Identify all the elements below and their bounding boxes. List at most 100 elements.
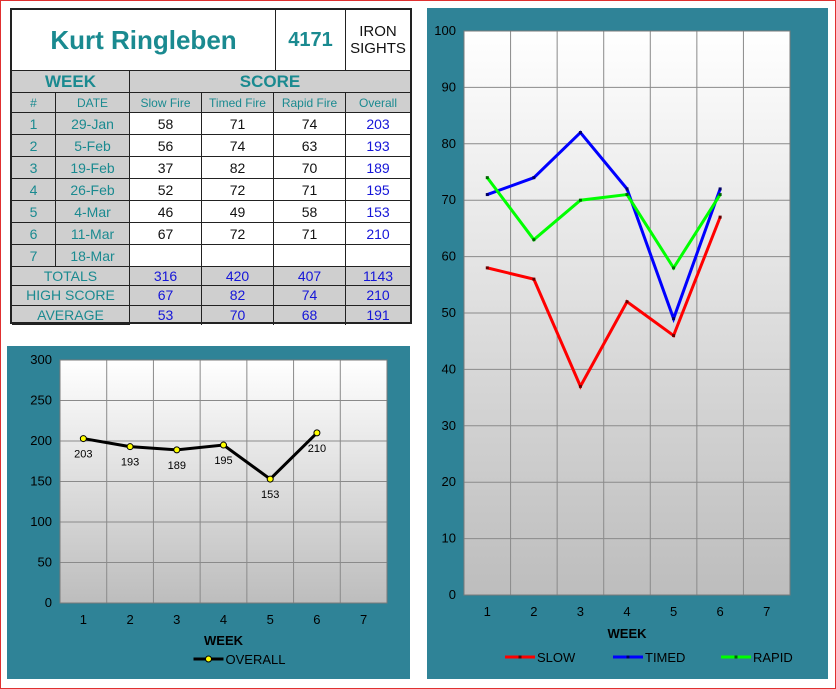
summary-rapid: 68 bbox=[274, 305, 346, 325]
data-point bbox=[718, 215, 722, 219]
summary-label: AVERAGE bbox=[12, 305, 130, 325]
shooter-number: 4171 bbox=[276, 10, 346, 71]
legend-label-timed: TIMED bbox=[645, 650, 685, 665]
x-tick-label: 4 bbox=[623, 604, 630, 619]
score-overall: 193 bbox=[346, 135, 410, 157]
legend-marker bbox=[734, 655, 738, 659]
data-point bbox=[578, 198, 582, 202]
column-header: Slow Fire bbox=[130, 93, 202, 113]
data-label: 203 bbox=[74, 449, 92, 461]
score-rapid: 63 bbox=[274, 135, 346, 157]
x-tick-label: 5 bbox=[670, 604, 677, 619]
y-tick-label: 20 bbox=[442, 474, 456, 489]
y-tick-label: 0 bbox=[45, 595, 52, 610]
x-tick-label: 1 bbox=[484, 604, 491, 619]
x-tick-label: 6 bbox=[313, 612, 320, 627]
summary-overall: 191 bbox=[366, 307, 390, 324]
overall-chart: 0 50 100 150 200 250 300 1 2 3 4 5 6 7 WEEK 203 193 189 19… bbox=[7, 346, 410, 679]
series-line-overall bbox=[83, 431, 318, 482]
data-point bbox=[220, 441, 227, 449]
data-point bbox=[485, 266, 489, 270]
row-number: 4 bbox=[12, 179, 56, 201]
data-label: 195 bbox=[214, 455, 232, 467]
score-timed: 72 bbox=[202, 179, 274, 201]
score-rapid bbox=[274, 245, 346, 267]
y-tick-label: 30 bbox=[442, 418, 456, 433]
sights-category: IRON SIGHTS bbox=[346, 10, 410, 71]
overall-chart-svg: 0 50 100 150 200 250 300 1 2 3 4 5 6 7 WEEK 203 193 189 19… bbox=[30, 352, 388, 667]
data-point bbox=[672, 334, 676, 338]
data-point bbox=[485, 176, 489, 180]
data-point bbox=[578, 131, 582, 135]
x-axis-label: WEEK bbox=[204, 633, 244, 648]
score-overall bbox=[346, 245, 410, 267]
y-tick-label: 100 bbox=[30, 514, 52, 529]
x-axis-label: WEEK bbox=[608, 626, 648, 641]
score-timed: 72 bbox=[202, 223, 274, 245]
x-tick-label: 3 bbox=[173, 612, 180, 627]
data-point bbox=[266, 475, 274, 483]
summary-rapid: 407 bbox=[274, 267, 346, 287]
score-slow: 46 bbox=[130, 201, 202, 223]
row-number: 6 bbox=[12, 223, 56, 245]
legend-marker bbox=[518, 655, 522, 659]
series-line-rapid bbox=[486, 176, 722, 271]
data-point bbox=[672, 266, 676, 270]
plot-border bbox=[59, 359, 388, 604]
stage-scores-chart: 0 10 20 30 40 50 60 70 80 90 100 1 2 3 4 5 6 7 WEEK SLOW TIM… bbox=[427, 8, 828, 679]
data-point bbox=[672, 317, 676, 321]
y-tick-label: 90 bbox=[442, 79, 456, 94]
summary-timed: 420 bbox=[202, 267, 274, 287]
score-rapid: 71 bbox=[274, 223, 346, 245]
y-tick-label: 70 bbox=[442, 192, 456, 207]
y-tick-label: 60 bbox=[442, 249, 456, 264]
score-overall: 210 bbox=[346, 223, 410, 245]
data-point bbox=[313, 429, 321, 437]
column-header: Overall bbox=[346, 93, 410, 113]
score-slow bbox=[130, 245, 202, 267]
summary-overall: 210 bbox=[346, 286, 410, 306]
column-header: Timed Fire bbox=[202, 93, 274, 113]
y-tick-label: 80 bbox=[442, 136, 456, 151]
summary-timed: 82 bbox=[202, 286, 274, 306]
data-label: 189 bbox=[168, 460, 186, 472]
score-rapid: 74 bbox=[274, 113, 346, 135]
y-tick-label: 300 bbox=[30, 352, 52, 367]
score-timed: 82 bbox=[202, 157, 274, 179]
score-table: Kurt Ringleben 4171 IRON SIGHTS WEEK SCO… bbox=[10, 8, 412, 325]
column-header: DATE bbox=[56, 93, 130, 113]
data-point bbox=[625, 187, 629, 191]
row-date: 26-Feb bbox=[56, 179, 130, 201]
score-overall: 153 bbox=[346, 201, 410, 223]
data-label: 193 bbox=[121, 457, 139, 469]
column-header: Rapid Fire bbox=[274, 93, 346, 113]
data-point bbox=[532, 176, 536, 180]
shooter-name: Kurt Ringleben bbox=[12, 10, 276, 71]
score-rapid: 58 bbox=[274, 201, 346, 223]
legend-marker bbox=[205, 655, 212, 663]
row-date: 4-Mar bbox=[56, 201, 130, 223]
score-timed: 74 bbox=[202, 135, 274, 157]
data-point bbox=[578, 384, 582, 388]
x-tick-label: 2 bbox=[530, 604, 537, 619]
week-header: WEEK bbox=[12, 71, 130, 93]
data-point bbox=[718, 187, 722, 191]
data-label: 210 bbox=[308, 443, 326, 455]
y-tick-label: 40 bbox=[442, 361, 456, 376]
summary-timed: 70 bbox=[202, 305, 274, 325]
row-date: 19-Feb bbox=[56, 157, 130, 179]
score-timed: 49 bbox=[202, 201, 274, 223]
score-slow: 67 bbox=[130, 223, 202, 245]
row-date: 29-Jan bbox=[56, 113, 130, 135]
score-header: SCORE bbox=[130, 71, 410, 93]
score-rapid: 70 bbox=[274, 157, 346, 179]
y-tick-label: 0 bbox=[449, 587, 456, 602]
series-line-timed bbox=[486, 130, 722, 324]
score-slow: 56 bbox=[130, 135, 202, 157]
x-tick-label: 4 bbox=[220, 612, 227, 627]
row-number: 3 bbox=[12, 157, 56, 179]
row-date: 18-Mar bbox=[56, 245, 130, 267]
y-tick-label: 50 bbox=[442, 305, 456, 320]
row-number: 1 bbox=[12, 113, 56, 135]
data-point bbox=[532, 277, 536, 281]
